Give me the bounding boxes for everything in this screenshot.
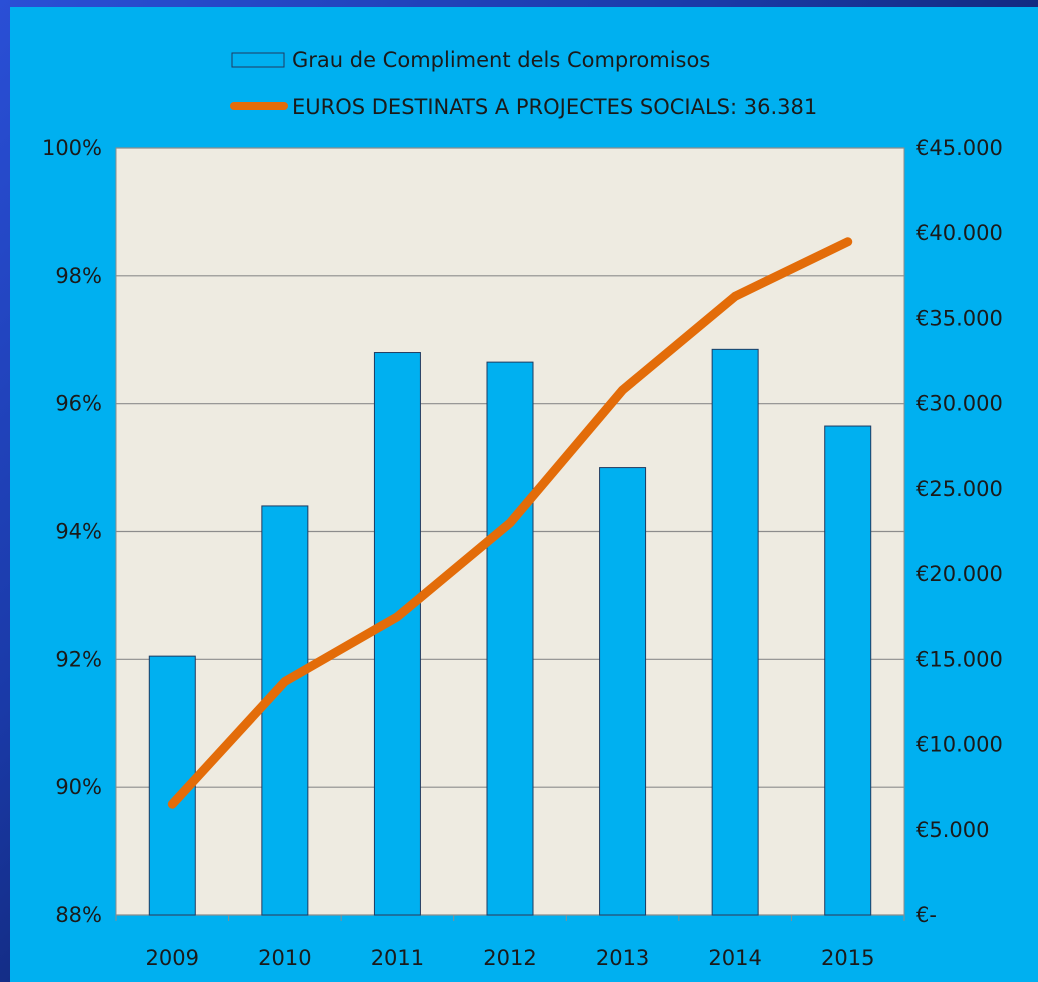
left-tick-label: 92%	[55, 647, 102, 671]
left-tick-label: 94%	[55, 520, 102, 544]
legend-item-bar: Grau de Compliment dels Compromisos	[231, 48, 710, 72]
right-tick-label: €-	[916, 903, 937, 927]
combo-chart: 88% 90% 92% 94% 96% 98% 100% €- €5.000 €10.000 €1…	[42, 48, 1003, 970]
legend: Grau de Compliment dels Compromisos EURO…	[230, 48, 817, 119]
x-tick-label: 2015	[821, 946, 874, 970]
right-tick-label: €20.000	[916, 562, 1003, 586]
right-tick-label: €45.000	[916, 136, 1003, 160]
right-tick-label: €10.000	[916, 733, 1003, 757]
right-axis: €- €5.000 €10.000 €15.000 €20.000 €25.000 €30.…	[916, 136, 1003, 927]
bar-2010	[261, 505, 309, 916]
x-tick-label: 2010	[258, 946, 311, 970]
bar-2014	[711, 348, 759, 916]
right-tick-label: €5.000	[916, 818, 989, 842]
bar-2015	[824, 425, 872, 916]
line-series	[167, 237, 853, 809]
chart-panel: 88% 90% 92% 94% 96% 98% 100% €- €5.000 €10.000 €1…	[10, 7, 1038, 982]
x-tick-label: 2013	[596, 946, 649, 970]
right-tick-label: €40.000	[916, 221, 1003, 245]
right-tick-label: €15.000	[916, 647, 1003, 671]
x-tick-label: 2009	[146, 946, 199, 970]
left-tick-label: 98%	[55, 264, 102, 288]
x-axis: 2009 2010 2011 2012 2013 2014 2015	[115, 915, 905, 970]
legend-bar-swatch	[231, 52, 285, 68]
legend-line-label: EUROS DESTINATS A PROJECTES SOCIALS: 36.…	[292, 95, 817, 119]
bar-2012	[486, 361, 534, 916]
left-axis: 88% 90% 92% 94% 96% 98% 100%	[42, 136, 102, 927]
left-tick-label: 96%	[55, 392, 102, 416]
left-tick-label: 100%	[42, 136, 102, 160]
x-tick-label: 2012	[483, 946, 536, 970]
right-tick-label: €35.000	[916, 306, 1003, 330]
x-tick-label: 2014	[708, 946, 761, 970]
bar-2011	[373, 352, 421, 916]
legend-item-line: EUROS DESTINATS A PROJECTES SOCIALS: 36.…	[230, 95, 817, 119]
left-tick-label: 88%	[55, 903, 102, 927]
bar-2013	[599, 467, 647, 916]
left-tick-label: 90%	[55, 775, 102, 799]
x-tick-label: 2011	[371, 946, 424, 970]
legend-bar-label: Grau de Compliment dels Compromisos	[292, 48, 710, 72]
right-tick-label: €30.000	[916, 392, 1003, 416]
right-tick-label: €25.000	[916, 477, 1003, 501]
